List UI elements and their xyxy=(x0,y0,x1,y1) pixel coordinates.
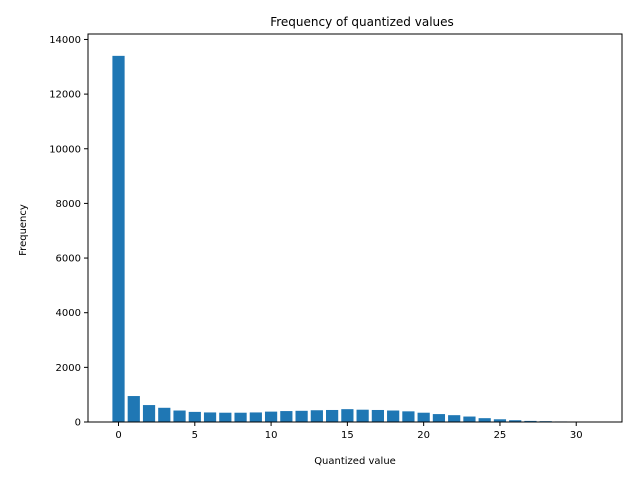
bar-6 xyxy=(203,412,217,422)
y-tick-label: 14000 xyxy=(49,35,81,46)
y-tick-label: 0 xyxy=(75,418,81,429)
y-axis-ticks: 0 2000 4000 6000 8000 10000 12000 14000 xyxy=(49,35,88,429)
bar-20 xyxy=(417,412,430,422)
bar-0 xyxy=(112,55,125,423)
y-tick-label: 10000 xyxy=(49,144,81,155)
bar-3 xyxy=(158,407,171,422)
x-tick-label: 15 xyxy=(341,430,354,441)
bar-10 xyxy=(264,411,278,422)
bar-15 xyxy=(341,409,354,422)
bar-1 xyxy=(127,396,140,422)
bar-24 xyxy=(478,418,491,422)
bar-4 xyxy=(173,410,186,422)
plot-frame xyxy=(87,33,623,423)
y-axis-label: Frequency xyxy=(18,204,29,256)
y-tick-label: 2000 xyxy=(56,363,81,374)
bar-9 xyxy=(249,412,262,422)
x-tick-label: 0 xyxy=(115,430,121,441)
bar-5 xyxy=(188,411,201,422)
y-tick-label: 6000 xyxy=(56,254,81,265)
bar-7 xyxy=(219,412,232,422)
bar-8 xyxy=(234,412,247,422)
bar-12 xyxy=(295,410,308,422)
bar-17 xyxy=(371,409,384,422)
y-tick-label: 4000 xyxy=(56,308,81,319)
x-tick-label: 25 xyxy=(494,430,507,441)
x-tick-label: 30 xyxy=(570,430,583,441)
x-tick-label: 10 xyxy=(265,430,278,441)
bar-18 xyxy=(387,410,400,422)
bar-19 xyxy=(402,411,415,422)
bar-21 xyxy=(432,414,446,422)
y-tick-label: 12000 xyxy=(49,90,81,101)
chart-title: Frequency of quantized values xyxy=(270,15,454,29)
bar-22 xyxy=(448,415,461,422)
bar-26 xyxy=(509,420,522,422)
bar-11 xyxy=(280,411,293,422)
x-axis-ticks: 0 5 10 15 20 25 30 xyxy=(115,422,583,441)
bar-13 xyxy=(310,410,323,422)
bar-14 xyxy=(326,409,339,422)
y-tick-label: 8000 xyxy=(56,199,81,210)
bar-16 xyxy=(356,409,369,422)
x-tick-label: 5 xyxy=(192,430,198,441)
bar-23 xyxy=(463,416,476,422)
bar-2 xyxy=(142,405,156,422)
x-tick-label: 20 xyxy=(417,430,430,441)
bars-group xyxy=(112,55,598,423)
bar-27 xyxy=(524,420,537,422)
x-axis-label: Quantized value xyxy=(314,456,396,467)
bar-25 xyxy=(493,419,507,422)
